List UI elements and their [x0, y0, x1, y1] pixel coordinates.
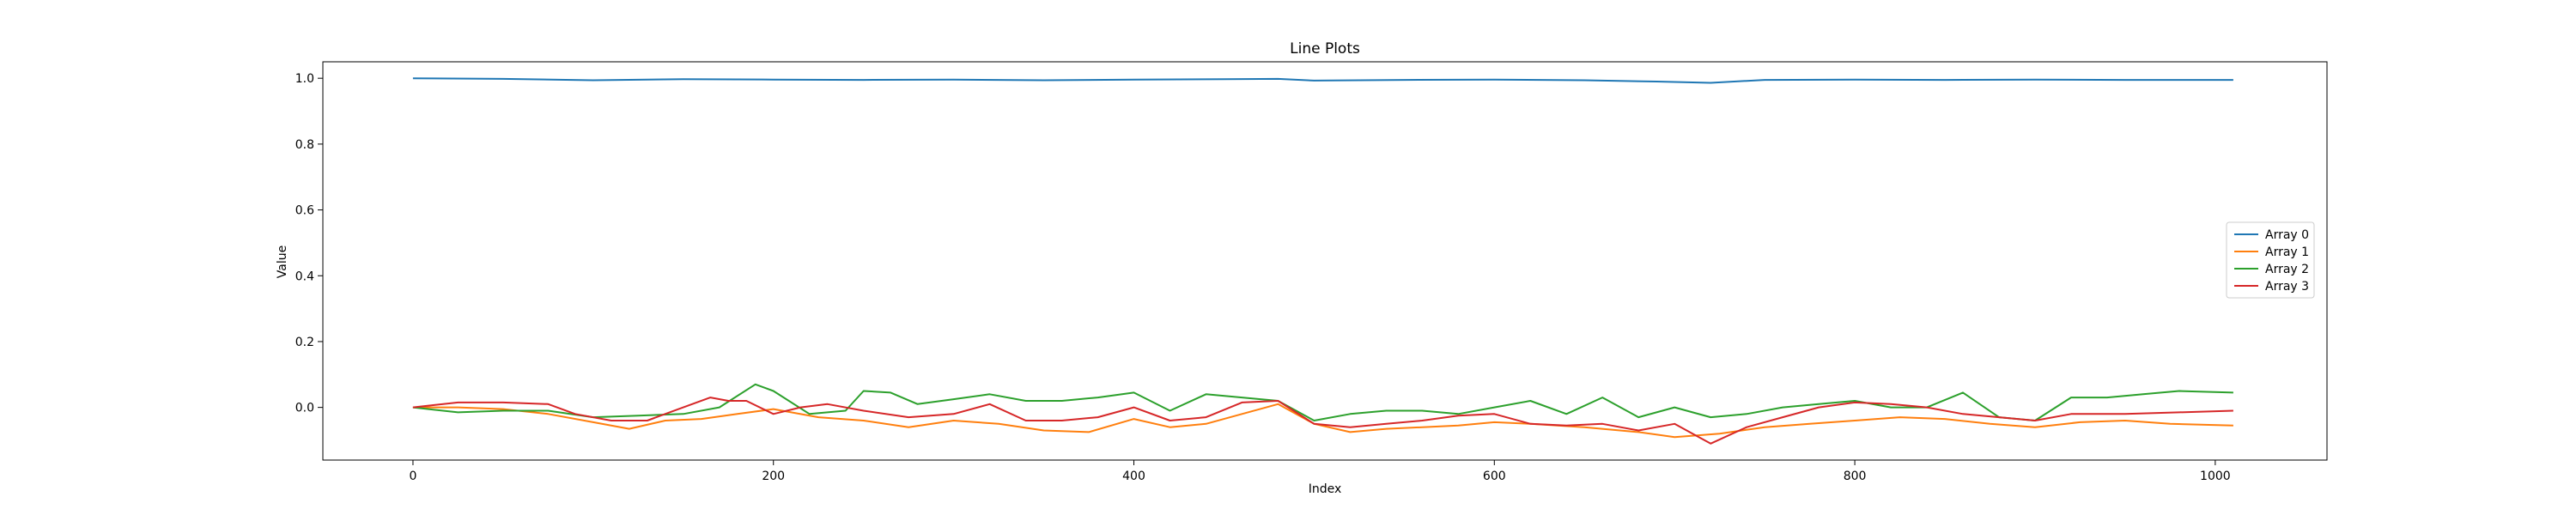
chart-title: Line Plots: [1290, 40, 1360, 58]
x-axis-label: Index: [1309, 482, 1342, 496]
y-tick-label: 0.8: [295, 138, 314, 152]
legend-box: [2226, 221, 2315, 299]
x-tick-label: 600: [1483, 470, 1506, 483]
y-tick-label: 0.6: [295, 204, 314, 218]
y-tick-label: 0.0: [295, 402, 314, 415]
x-tick-label: 200: [762, 470, 785, 483]
plot-frame: [322, 61, 2328, 461]
y-tick-label: 0.2: [295, 336, 314, 349]
legend-label-array-0: Array 0: [2265, 228, 2309, 242]
x-tick-label: 800: [1844, 470, 1867, 483]
plot-area: [412, 77, 2233, 445]
series-line-array-2: [412, 383, 2233, 421]
x-tick-label: 400: [1122, 470, 1145, 483]
x-tick-label: 1000: [2200, 470, 2231, 483]
legend: Array 0 Array 1 Array 2 Array 3: [2226, 221, 2315, 299]
y-tick-label: 1.0: [295, 72, 314, 86]
legend-label-array-1: Array 1: [2265, 245, 2309, 259]
y-axis-ticks: 0.0 0.2 0.4 0.6 0.8 1.0: [295, 72, 323, 415]
series-line-array-3: [412, 397, 2233, 445]
series-line-array-1: [412, 403, 2233, 439]
x-axis-ticks: 0 200 400 600 800 1000: [409, 460, 2231, 483]
y-tick-label: 0.4: [295, 270, 314, 283]
legend-label-array-3: Array 3: [2265, 280, 2309, 294]
x-tick-label: 0: [409, 470, 416, 483]
y-axis-label: Value: [276, 245, 289, 278]
series-line-array-0: [412, 77, 2233, 84]
legend-label-array-2: Array 2: [2265, 263, 2309, 276]
